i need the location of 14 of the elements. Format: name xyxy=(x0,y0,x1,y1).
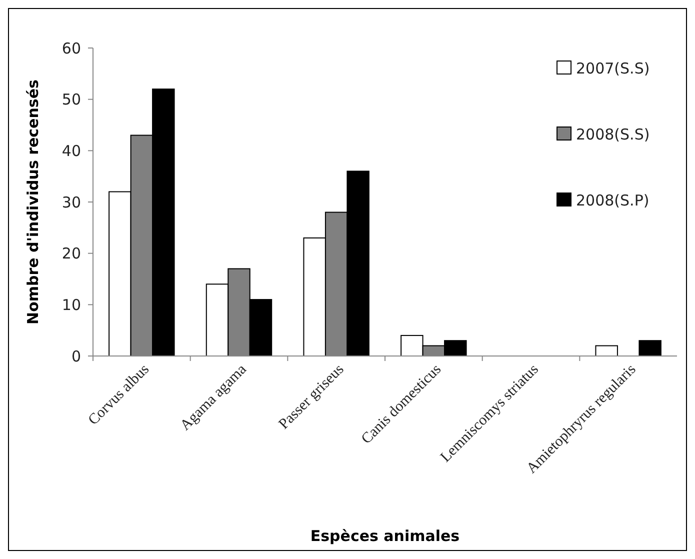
bar xyxy=(638,340,662,356)
y-tick-label: 10 xyxy=(62,296,81,314)
y-tick-label: 30 xyxy=(62,193,81,212)
legend-label: 2007(S.S) xyxy=(576,59,650,78)
y-axis-title: Nombre d'individus recensés xyxy=(24,79,42,324)
y-tick-label: 40 xyxy=(62,142,81,160)
y-tick-label: 20 xyxy=(62,244,81,263)
legend-label: 2008(S.S) xyxy=(576,125,650,144)
y-tick-label: 50 xyxy=(62,90,81,109)
legend-label: 2008(S.P) xyxy=(576,191,650,210)
y-tick-label: 60 xyxy=(62,39,81,58)
bar xyxy=(595,345,618,356)
x-axis-title: Espèces animales xyxy=(310,527,460,545)
y-tick-label: 0 xyxy=(71,347,81,366)
